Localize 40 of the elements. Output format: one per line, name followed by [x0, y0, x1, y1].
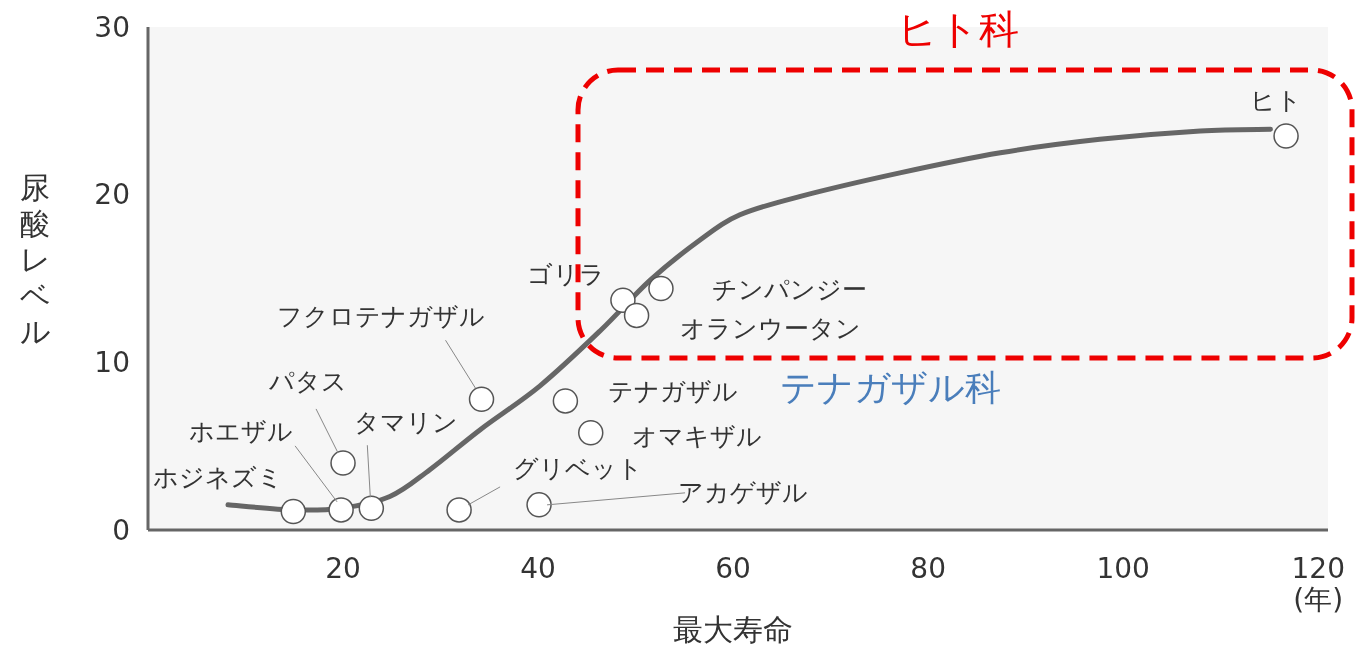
point: [552, 388, 579, 414]
annotation: フクロテナガザル: [276, 302, 485, 332]
y-tick-label: 30: [94, 10, 130, 44]
annotation: テナガザル科: [779, 367, 1001, 408]
annotation: テナガザル: [608, 376, 739, 406]
x-tick-label: 120 (年): [1291, 552, 1345, 616]
point: [526, 492, 552, 518]
point: [328, 497, 354, 523]
point: [468, 386, 495, 412]
annotation: ヒト: [1250, 85, 1303, 115]
annotation: ヒト科: [897, 6, 1019, 52]
y-tick-label: 20: [94, 178, 130, 212]
point: [1273, 123, 1299, 149]
annotation: チンパンジー: [712, 274, 868, 304]
point: [330, 450, 356, 476]
annotation: ホエザル: [189, 416, 294, 446]
point: [648, 275, 674, 302]
point: [280, 498, 307, 525]
x-tick-label: 60: [715, 552, 751, 585]
annotation: オランウータン: [680, 314, 862, 344]
annotation: グリベット: [513, 453, 644, 483]
x-tick-label: 40: [520, 552, 556, 585]
x-tick-label: 100: [1096, 552, 1150, 585]
point: [446, 497, 472, 523]
y-tick-label: 0: [112, 513, 130, 547]
point: [623, 302, 650, 329]
point: [610, 287, 636, 314]
annotation: パタス: [268, 366, 348, 396]
point: [358, 495, 385, 521]
x-tick-label: 20: [325, 552, 361, 585]
annotation: タマリン: [354, 408, 459, 438]
annotation: ゴリラ: [526, 260, 605, 290]
y-axis-title: 尿酸レベル: [19, 170, 51, 349]
y-tick-label: 10: [94, 345, 130, 379]
annotation: ホジネズミ: [153, 462, 284, 492]
point: [577, 420, 604, 446]
annotation: オマキザル: [631, 421, 762, 451]
x-tick-label: 80: [910, 552, 946, 585]
x-axis-title: 最大寿命: [673, 612, 793, 647]
annotation: アカゲザル: [678, 477, 809, 507]
